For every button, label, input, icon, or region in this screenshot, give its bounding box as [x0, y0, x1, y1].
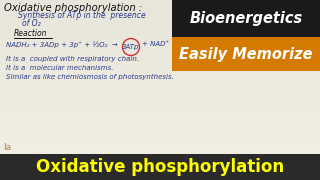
Text: la: la: [3, 143, 11, 152]
Text: Synthesis of ATp in the  presence: Synthesis of ATp in the presence: [18, 11, 146, 20]
Text: It is a  molecular mechanisms.: It is a molecular mechanisms.: [6, 65, 114, 71]
Text: of O₂: of O₂: [22, 19, 41, 28]
Text: Easily Memorize: Easily Memorize: [179, 46, 313, 62]
Text: 3ATp: 3ATp: [122, 44, 140, 50]
Text: NADH₂ + 3ADp + 3p⁺ + ½O₂  →: NADH₂ + 3ADp + 3p⁺ + ½O₂ →: [6, 41, 118, 48]
FancyBboxPatch shape: [0, 154, 320, 180]
Text: Bioenergetics: Bioenergetics: [189, 11, 303, 26]
FancyBboxPatch shape: [172, 0, 320, 37]
Text: Similar as like chemiosmosis of photosynthesis.: Similar as like chemiosmosis of photosyn…: [6, 74, 174, 80]
Text: + NAD⁺ + H₂O: + NAD⁺ + H₂O: [142, 41, 193, 47]
FancyBboxPatch shape: [172, 37, 320, 71]
Text: Oxidative phosphorylation :: Oxidative phosphorylation :: [4, 3, 142, 13]
Text: Oxidative phosphorylation: Oxidative phosphorylation: [36, 158, 284, 176]
Text: Reaction: Reaction: [14, 29, 47, 38]
Text: It is a  coupled with respiratory chain.: It is a coupled with respiratory chain.: [6, 56, 139, 62]
